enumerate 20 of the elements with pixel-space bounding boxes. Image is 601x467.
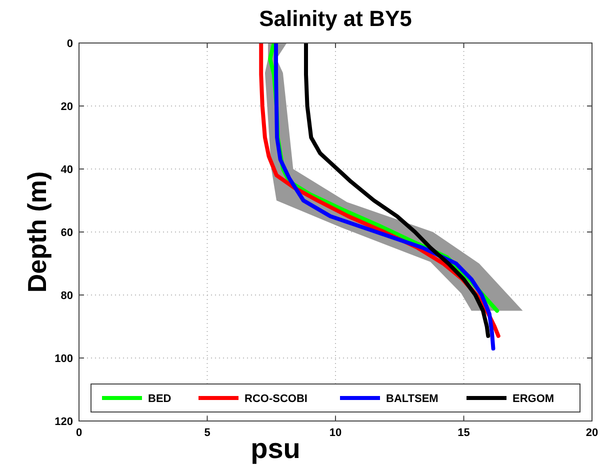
x-tick-label: 10 <box>329 427 342 439</box>
legend-label: BALTSEM <box>386 393 438 405</box>
x-tick-label: 0 <box>76 427 82 439</box>
y-axis-title: Depth (m) <box>22 171 52 293</box>
legend-label: BED <box>148 393 172 405</box>
y-tick-label: 80 <box>60 290 73 302</box>
y-tick-label: 0 <box>66 38 73 50</box>
y-tick-label: 60 <box>60 227 73 239</box>
x-axis-title: psu <box>250 433 300 464</box>
y-tick-label: 120 <box>54 416 73 428</box>
legend-label: RCO-SCOBI <box>244 393 308 405</box>
x-tick-label: 15 <box>458 427 470 439</box>
y-tick-label: 40 <box>60 164 73 176</box>
y-tick-label: 20 <box>60 101 73 113</box>
x-tick-label: 5 <box>204 427 210 439</box>
line-series <box>304 43 490 338</box>
y-tick-label: 100 <box>54 353 73 365</box>
legend-label: ERGOM <box>512 393 554 405</box>
chart-title: Salinity at BY5 <box>259 6 412 31</box>
x-tick-label: 20 <box>586 427 598 439</box>
